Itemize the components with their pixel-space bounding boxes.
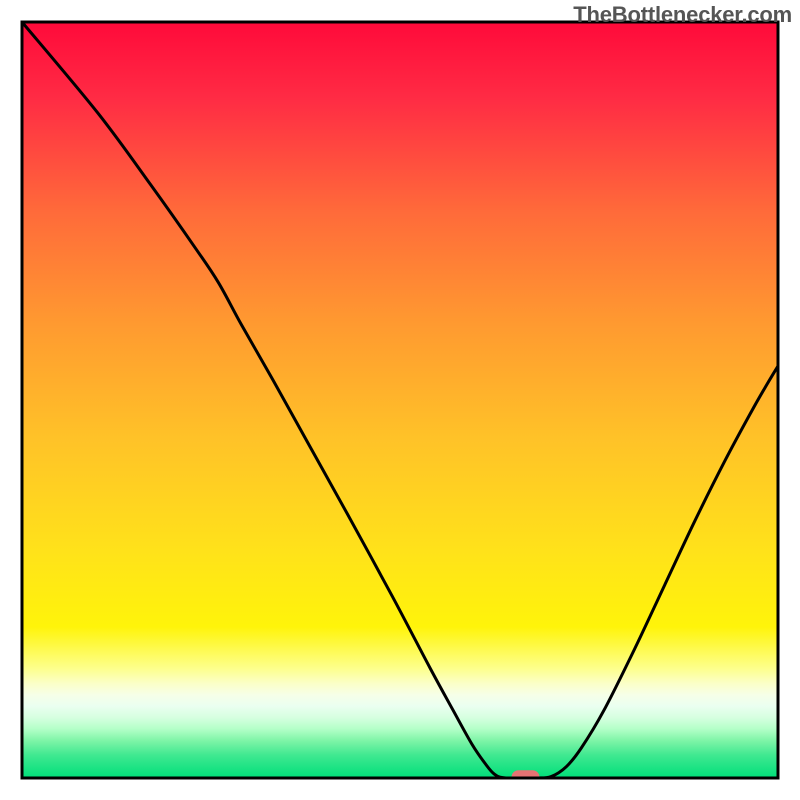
attribution-text: TheBottlenecker.com [573, 2, 792, 28]
gradient-background [22, 22, 778, 778]
chart-container: TheBottlenecker.com [0, 0, 800, 800]
bottleneck-chart [0, 0, 800, 800]
